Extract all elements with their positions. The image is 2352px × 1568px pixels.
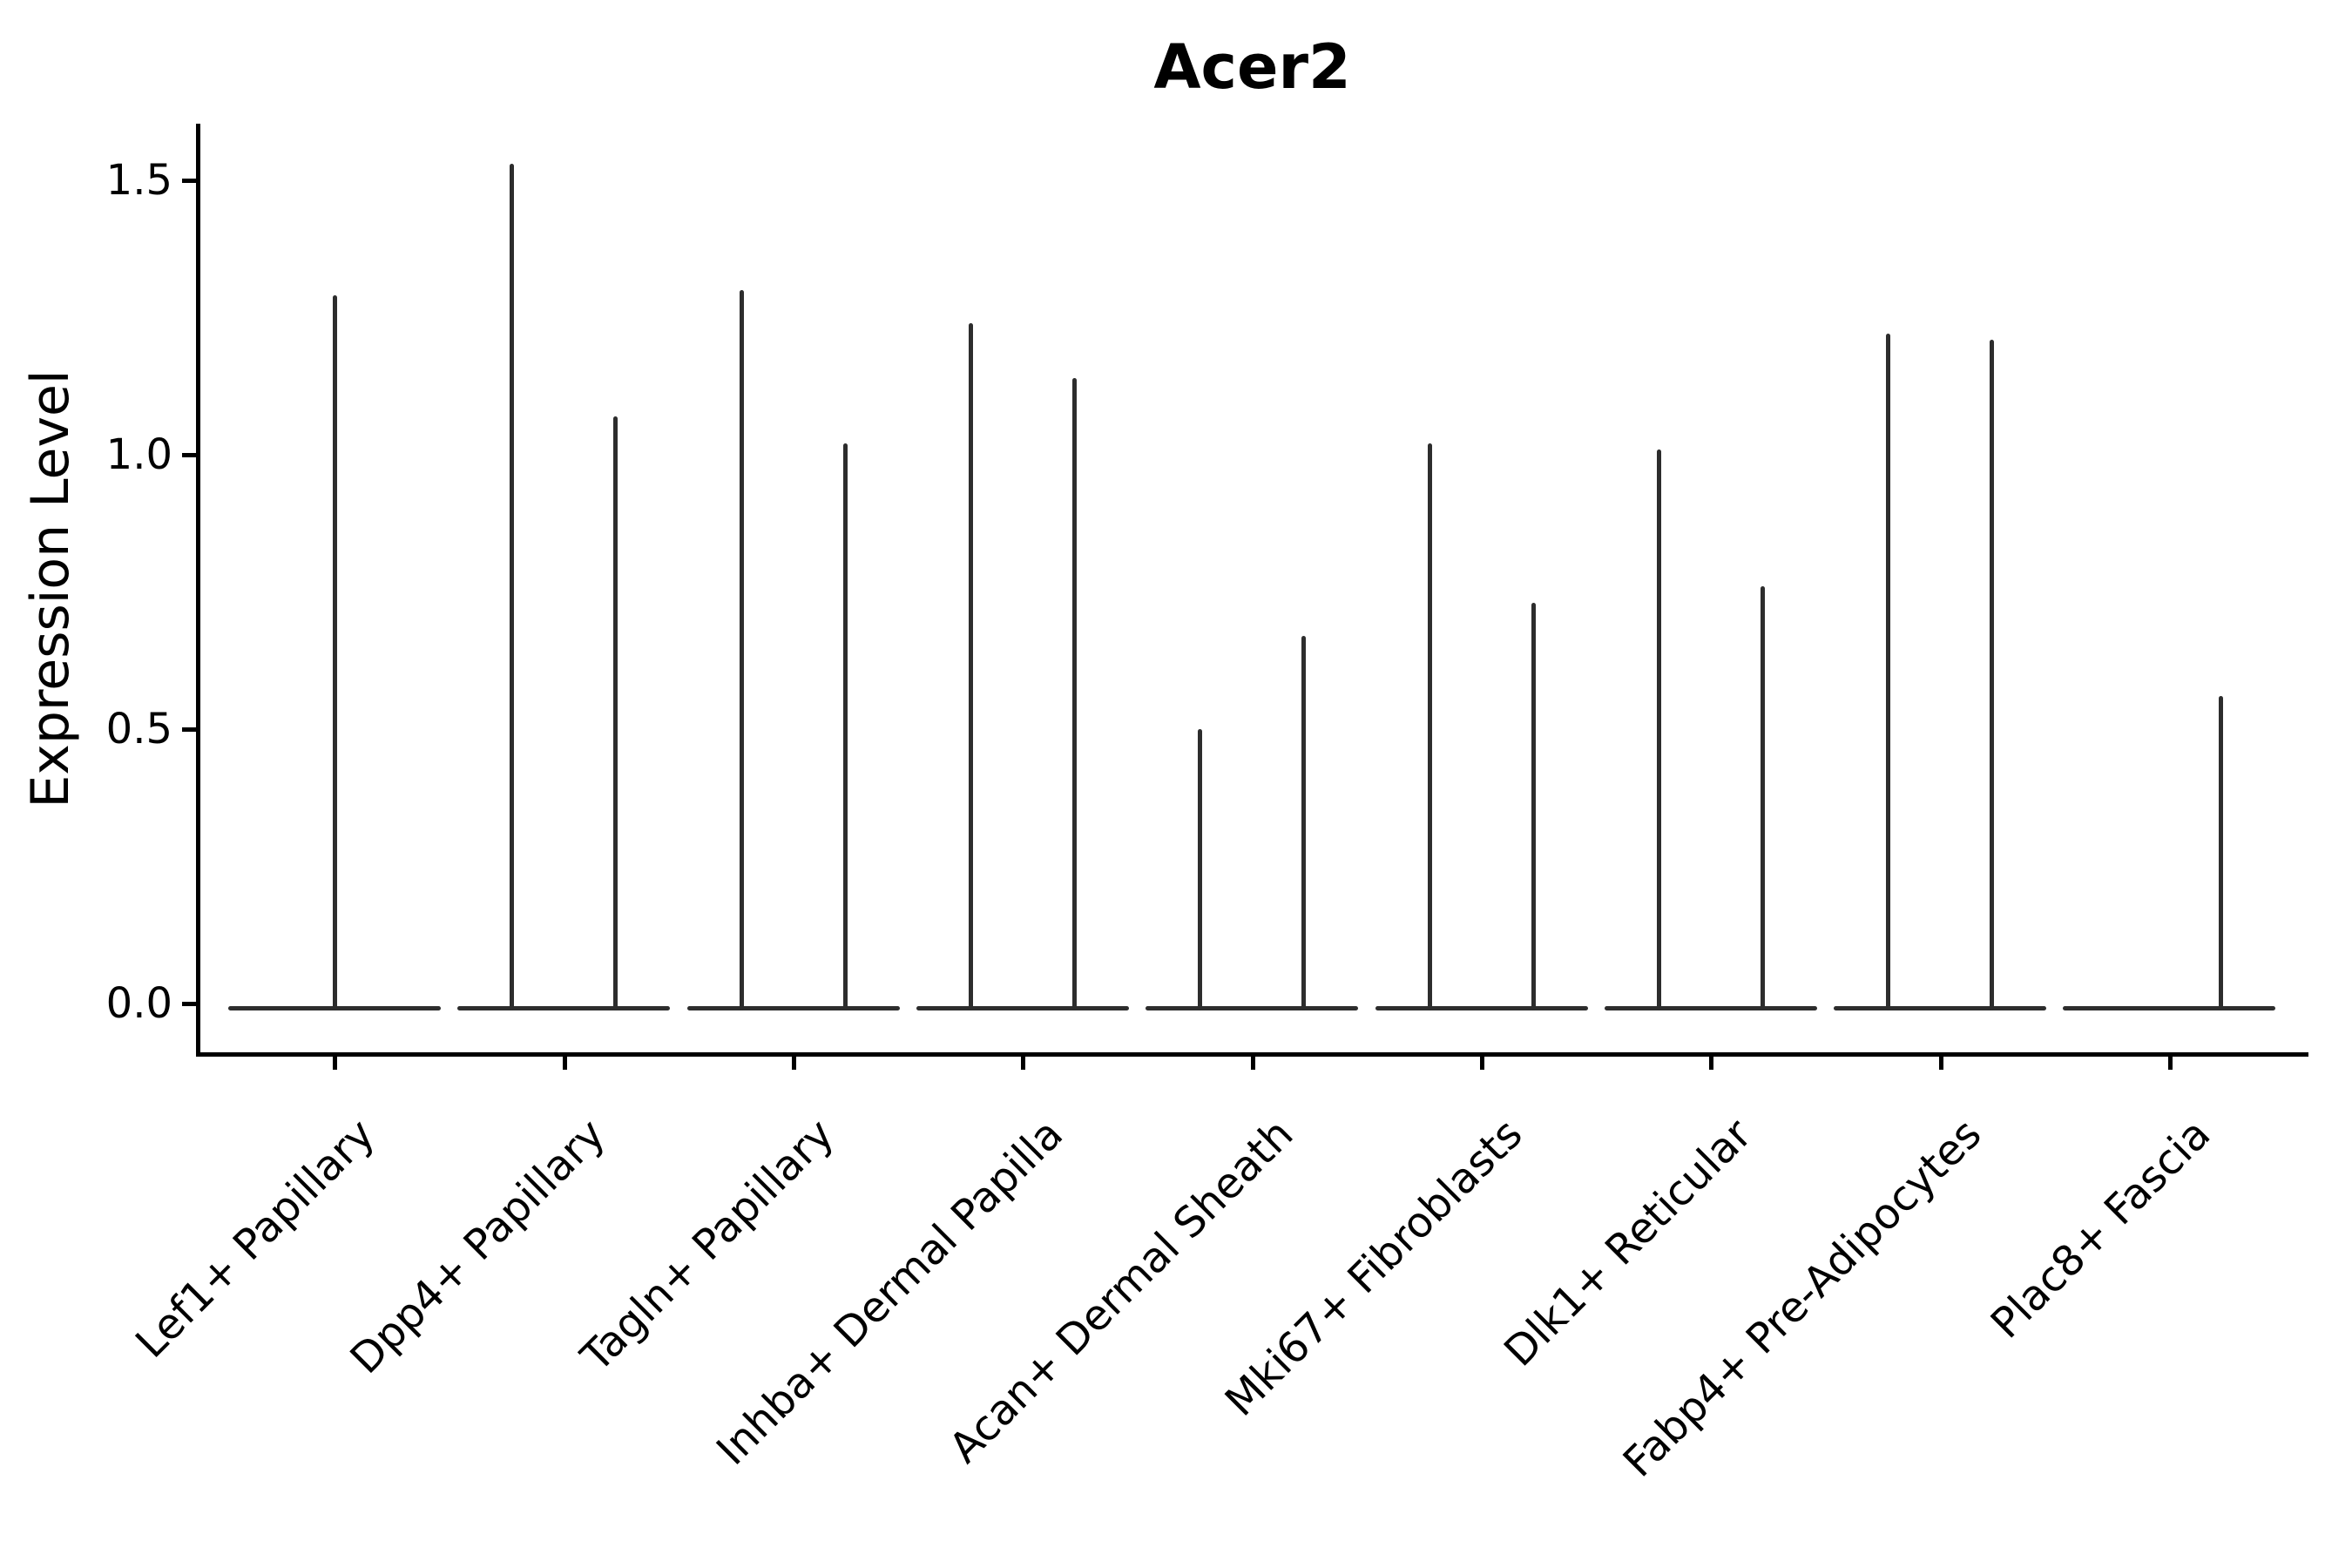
violin-spike bbox=[2219, 696, 2224, 1010]
violin-spike bbox=[1531, 603, 1536, 1010]
violin-base bbox=[457, 1006, 671, 1010]
violin-spike bbox=[1886, 334, 1891, 1010]
violin-spike bbox=[332, 295, 337, 1010]
x-category-label: Dlk1+ Reticular bbox=[1494, 1109, 1761, 1376]
x-tick-mark bbox=[1939, 1056, 1943, 1070]
violin-spike bbox=[1990, 339, 1995, 1010]
violin-spike bbox=[1760, 586, 1765, 1010]
violin-spike bbox=[1071, 377, 1077, 1010]
x-axis-spine bbox=[196, 1052, 2308, 1057]
violin-base bbox=[1146, 1006, 1359, 1010]
violin-spike bbox=[1301, 635, 1307, 1010]
y-tick-label: 1.5 bbox=[105, 156, 172, 205]
y-tick-mark bbox=[182, 1002, 197, 1006]
x-tick-mark bbox=[333, 1056, 337, 1070]
x-tick-mark bbox=[792, 1056, 796, 1070]
x-tick-mark bbox=[1021, 1056, 1025, 1070]
y-tick-label: 0.5 bbox=[105, 705, 172, 754]
x-tick-mark bbox=[1480, 1056, 1484, 1070]
y-tick-mark bbox=[182, 453, 197, 457]
y-axis-spine bbox=[196, 124, 200, 1056]
y-tick-mark bbox=[182, 727, 197, 732]
violin-spike bbox=[842, 443, 848, 1010]
violin-base bbox=[686, 1006, 900, 1010]
chart-title: Acer2 bbox=[1153, 31, 1351, 103]
violin-base bbox=[1604, 1006, 1817, 1010]
x-tick-mark bbox=[1251, 1056, 1255, 1070]
violin-base bbox=[2063, 1006, 2276, 1010]
violin-base bbox=[916, 1006, 1129, 1010]
violin-spike bbox=[968, 322, 973, 1010]
x-tick-mark bbox=[563, 1056, 567, 1070]
x-category-label: Lef1+ Papillary bbox=[126, 1109, 385, 1368]
x-category-label: Tagln+ Papillary bbox=[571, 1109, 844, 1382]
violin-base bbox=[1834, 1006, 2047, 1010]
violin-spike bbox=[1656, 449, 1661, 1010]
violin-base bbox=[1375, 1006, 1588, 1010]
y-tick-label: 0.0 bbox=[105, 979, 172, 1028]
y-tick-label: 1.0 bbox=[105, 430, 172, 479]
x-tick-mark bbox=[2168, 1056, 2173, 1070]
violin-spike bbox=[1427, 443, 1432, 1010]
violin-spike bbox=[613, 416, 618, 1010]
x-category-label: Dpp4+ Papillary bbox=[341, 1109, 615, 1383]
violin-spike bbox=[739, 290, 744, 1010]
violin-spike bbox=[510, 164, 515, 1010]
y-tick-mark bbox=[182, 179, 197, 183]
x-category-label: Plac8+ Fascia bbox=[1981, 1109, 2220, 1348]
violin-spike bbox=[1198, 729, 1203, 1010]
x-tick-mark bbox=[1709, 1056, 1713, 1070]
